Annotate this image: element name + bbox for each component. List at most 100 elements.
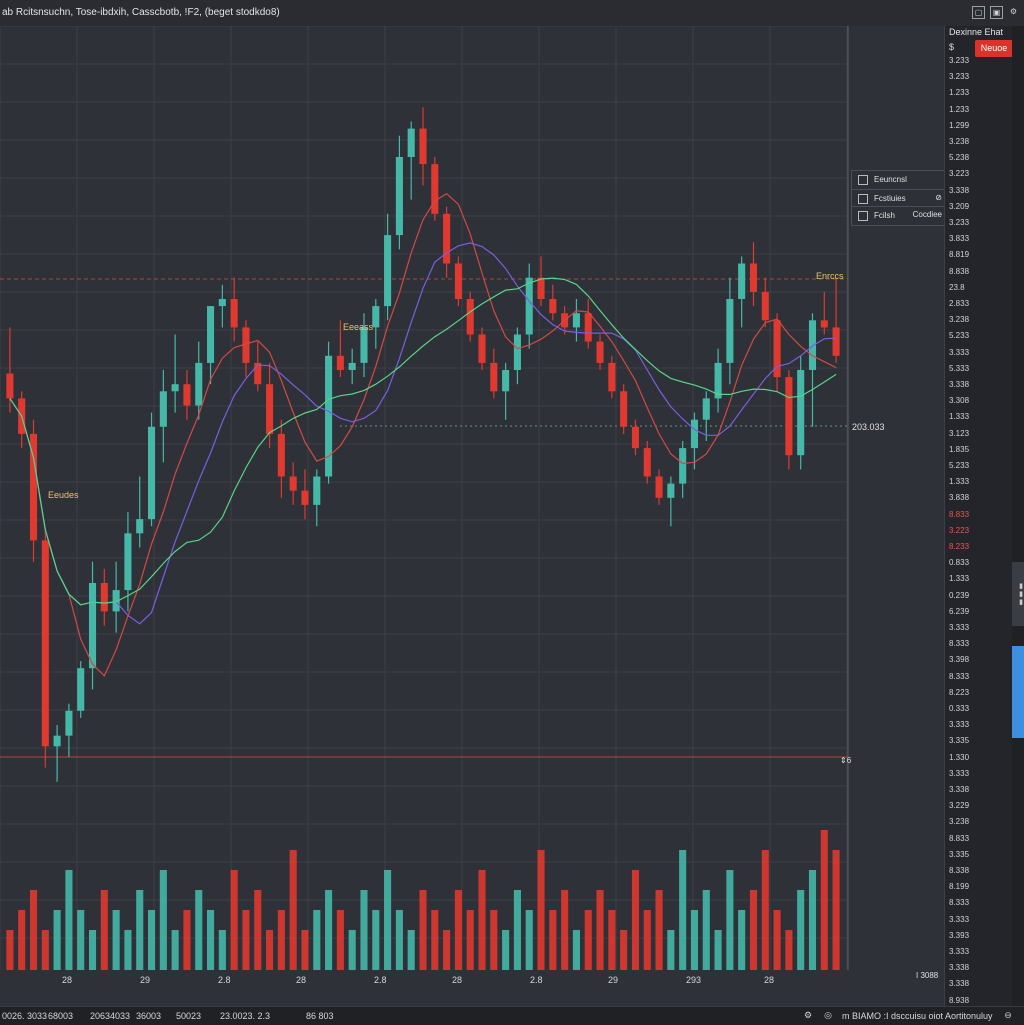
legend-label: Eeuncnsl — [874, 175, 907, 184]
price-tick-label: 8.938 — [949, 995, 970, 1005]
highlight-button[interactable]: Neuoe — [975, 40, 1013, 57]
toggle-icon[interactable]: ⊘ — [935, 193, 942, 202]
volume-bar — [785, 930, 793, 970]
price-tick-label: 5.233 — [949, 461, 970, 470]
candle-body — [384, 235, 392, 307]
time-tick-label: 293 — [686, 975, 702, 985]
price-tick-label: 3.333 — [949, 623, 970, 632]
volume-bar — [218, 930, 226, 970]
price-tick-label: 3.238 — [949, 137, 970, 146]
volume-bar — [608, 910, 616, 970]
volume-bar — [690, 910, 699, 970]
price-tick-label: 3.338 — [949, 979, 970, 989]
chart-annotation-c: Enrccs — [816, 271, 844, 281]
price-tick-label: 3.335 — [949, 849, 970, 859]
candle-body — [631, 426, 639, 449]
volume-bar — [431, 910, 439, 970]
chart-button-1[interactable]: ▢ — [972, 6, 985, 19]
volume-bar — [749, 890, 758, 970]
price-tick-label: 5.233 — [949, 331, 970, 341]
candle-body — [608, 362, 616, 392]
volume-bar — [313, 910, 321, 970]
volume-bar — [525, 910, 533, 970]
volume-bar — [643, 910, 651, 970]
chart-annotation-a: Eeudes — [48, 490, 79, 500]
price-chart[interactable] — [0, 26, 944, 980]
volume-bar — [620, 930, 628, 970]
status-bar: 0026. 3033 68003 20634033 36003 50023 23.0023… — [0, 1006, 1024, 1025]
volume-bar — [502, 930, 510, 970]
volume-bar — [631, 870, 639, 970]
candle-body — [702, 398, 710, 420]
price-tick-label: 8.338 — [949, 866, 970, 875]
status-value: 0026. 3033 — [2, 1011, 48, 1021]
candle-body — [419, 128, 427, 165]
volume-bar — [6, 930, 14, 970]
candle-body — [513, 334, 521, 370]
moving-average-slow — [9, 277, 837, 606]
volume-bar — [29, 890, 38, 970]
chart-annotation-b: Eeeass — [343, 322, 374, 332]
price-tick-label: 1.333 — [949, 477, 970, 487]
price-tick-label: 3.833 — [949, 234, 970, 244]
candle-body — [443, 213, 451, 264]
candle-body — [218, 299, 226, 307]
volume-bar — [667, 930, 675, 970]
price-tick-label: 1.299 — [949, 120, 970, 130]
sidebar-tab[interactable]: ▮▮▮ — [1012, 562, 1024, 626]
chart-button-2[interactable]: ▣ — [990, 6, 1003, 19]
price-tick-label: 8.333 — [949, 639, 970, 649]
volume-bar — [679, 850, 687, 970]
candle-body — [112, 590, 120, 612]
candle-body — [313, 476, 321, 505]
window-title: ab Rcitsnsuchn, Tose-ibdxih, Casscbotb, … — [2, 7, 280, 18]
candle-body — [773, 320, 781, 378]
legend-label: Fcilsh — [874, 211, 895, 220]
volume-bar — [513, 890, 521, 970]
search-icon[interactable]: ◎ — [824, 1010, 832, 1020]
settings-icon[interactable]: ⚙ — [1009, 7, 1018, 16]
legend-item-1[interactable]: Eeuncnsl — [851, 170, 945, 190]
candle-body — [785, 377, 793, 456]
candle-body — [29, 433, 38, 541]
time-corner-label: I 3088 — [916, 971, 939, 980]
volume-bar — [336, 910, 344, 970]
volume-bar — [171, 930, 179, 970]
volume-bar — [183, 910, 191, 970]
price-tick-label: 8.199 — [949, 882, 970, 892]
price-tick-label: 5.238 — [949, 153, 970, 163]
price-tick-label: 3.233 — [949, 218, 970, 227]
candle-body — [289, 476, 297, 491]
legend-item-3[interactable]: Fcilsh Cocdiee — [851, 206, 945, 226]
currency-label: $ — [949, 42, 955, 52]
price-tick-label: 3.333 — [949, 914, 970, 924]
price-axis[interactable]: Dexinne Ehat $ ⇕ Neuoe 3.2333.2331.2331.… — [944, 26, 1015, 1006]
grid-icon — [858, 211, 868, 221]
volume-bar — [100, 890, 108, 970]
price-tick-label: 0.239 — [949, 590, 970, 600]
volume-bar — [266, 930, 274, 970]
price-tick-label: 3.338 — [949, 963, 970, 973]
candle-body — [242, 327, 250, 363]
candle-body — [395, 157, 403, 236]
volume-bar — [65, 870, 73, 970]
candle-body — [136, 519, 144, 534]
price-tick-label: 2.833 — [949, 299, 970, 308]
toggle-icon[interactable]: ⊖ — [1004, 1010, 1012, 1020]
volume-bar — [360, 890, 368, 970]
price-tick-label: 0.833 — [949, 558, 970, 568]
price-tick-label: 1.333 — [949, 574, 970, 584]
volume-bar — [136, 890, 144, 970]
candle-body — [124, 533, 132, 591]
time-axis[interactable]: 28 29 2.8 28 2.8 28 2.8 29 293 28 — [0, 970, 944, 1006]
price-tick-label: 3.393 — [949, 930, 970, 940]
settings-icon[interactable]: ⚙ — [803, 1010, 813, 1020]
price-tick-label: 3.333 — [949, 768, 970, 778]
sidebar-active-tab[interactable] — [1012, 646, 1024, 738]
price-tick-label: 3.338 — [949, 380, 970, 389]
volume-bar — [289, 850, 297, 970]
candle-body — [466, 299, 474, 335]
candle-body — [41, 540, 49, 747]
candle-body — [572, 313, 580, 328]
candle-body — [171, 384, 179, 392]
